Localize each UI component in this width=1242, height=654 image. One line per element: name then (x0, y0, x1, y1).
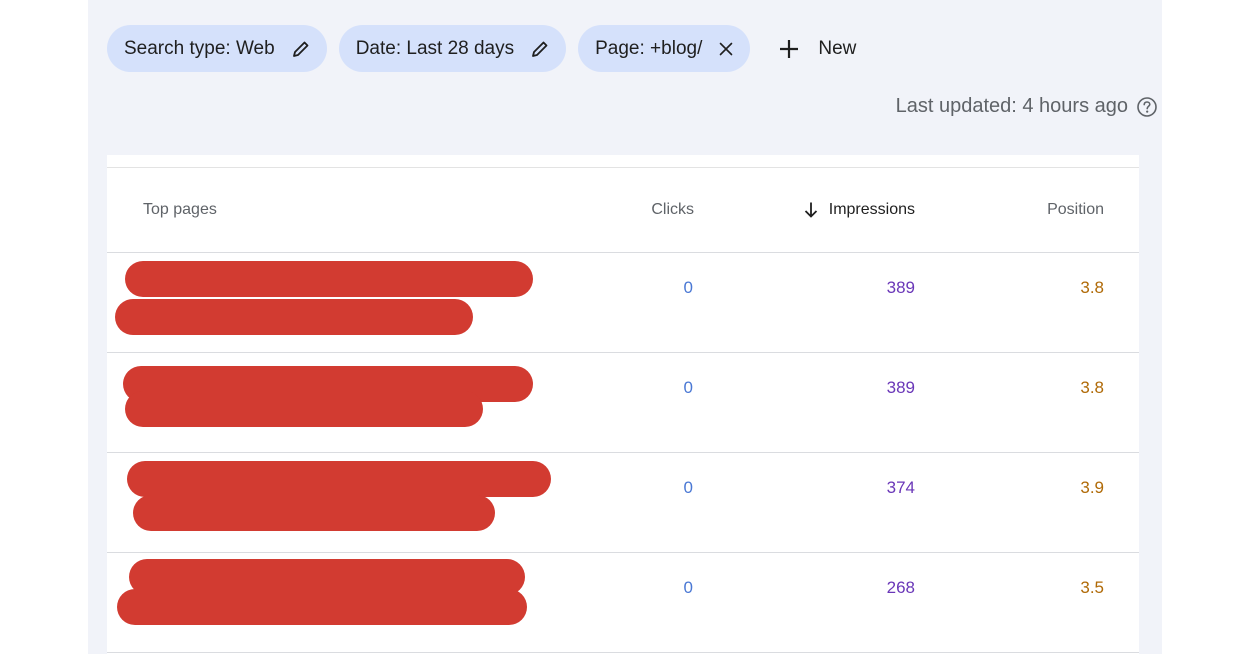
top-pages-table: Top pages Clicks Impressions Position 0 … (107, 155, 1139, 654)
close-icon[interactable] (718, 41, 734, 57)
last-updated: Last updated: 4 hours ago (896, 95, 1158, 118)
table-row[interactable]: 0 389 3.8 (107, 253, 1139, 353)
filter-bar: Search type: Web Date: Last 28 days Page… (107, 25, 856, 72)
position-value: 3.5 (1080, 578, 1104, 597)
divider (107, 167, 1139, 168)
new-filter-label: New (818, 37, 857, 59)
position-value: 3.8 (1080, 378, 1104, 397)
filter-chip-search-type[interactable]: Search type: Web (107, 25, 327, 72)
filter-chip-label: Search type: Web (124, 37, 275, 59)
help-icon[interactable] (1136, 96, 1158, 118)
sort-descending-icon (803, 201, 819, 219)
position-value: 3.8 (1080, 278, 1104, 297)
impressions-value: 374 (886, 478, 915, 497)
table-header: Top pages Clicks Impressions Position (107, 168, 1139, 253)
filter-chip-date[interactable]: Date: Last 28 days (338, 25, 567, 72)
table-row[interactable]: 0 374 3.9 (107, 453, 1139, 553)
pencil-icon[interactable] (530, 39, 550, 59)
position-value: 3.9 (1080, 478, 1104, 497)
filter-chip-label: Page: +blog/ (595, 37, 703, 59)
redacted-page-url (107, 553, 567, 652)
table-row[interactable]: 0 268 3.5 (107, 553, 1139, 653)
new-filter-button[interactable]: New (778, 25, 856, 72)
redacted-page-url (107, 353, 567, 452)
pencil-icon[interactable] (291, 39, 311, 59)
impressions-value: 389 (886, 378, 915, 397)
last-updated-text: Last updated: 4 hours ago (895, 95, 1128, 117)
clicks-value: 0 (683, 278, 693, 297)
column-header-clicks[interactable]: Clicks (651, 201, 694, 218)
table-row[interactable]: 0 389 3.8 (107, 353, 1139, 453)
impressions-value: 268 (886, 578, 915, 597)
filter-chip-label: Date: Last 28 days (355, 37, 515, 59)
clicks-value: 0 (683, 378, 693, 397)
column-header-impressions[interactable]: Impressions (803, 168, 915, 252)
impressions-value: 389 (886, 278, 915, 297)
column-header-top-pages[interactable]: Top pages (143, 201, 217, 218)
redacted-page-url (107, 453, 567, 552)
column-header-impressions-label: Impressions (828, 201, 915, 218)
column-header-position[interactable]: Position (1047, 201, 1104, 218)
filter-chip-page[interactable]: Page: +blog/ (578, 25, 751, 72)
clicks-value: 0 (683, 578, 693, 597)
redacted-page-url (107, 253, 567, 352)
clicks-value: 0 (683, 478, 693, 497)
plus-icon (778, 38, 800, 60)
